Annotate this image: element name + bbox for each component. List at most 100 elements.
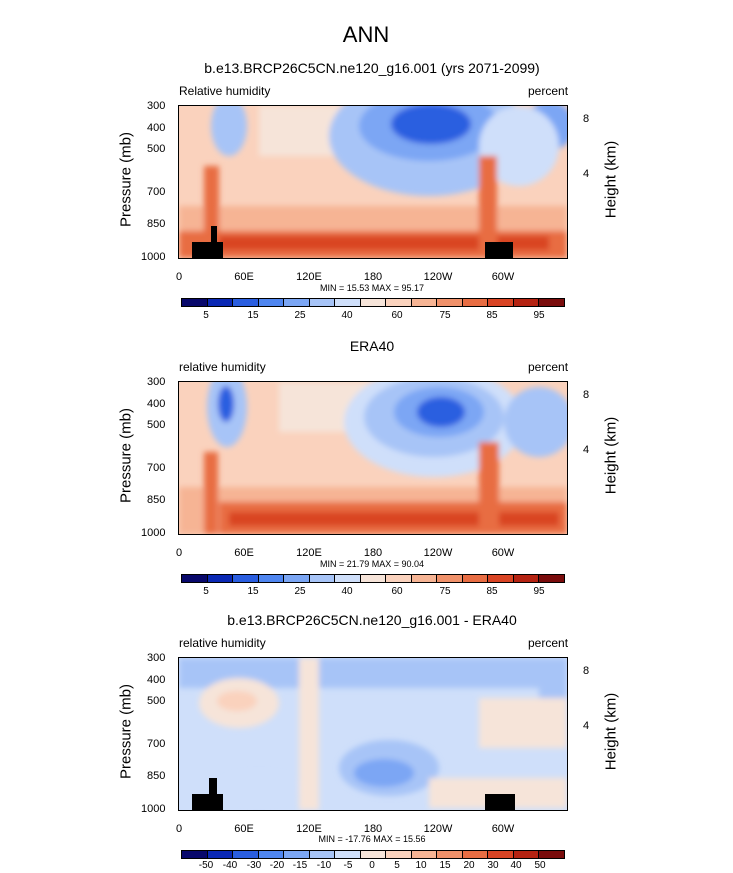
colorbar-swatch: [258, 575, 285, 582]
panel-title: b.e13.BRCP26C5CN.ne120_g16.001 (yrs 2071…: [204, 60, 540, 76]
contour-band: [219, 773, 299, 803]
x-tick-label: 60W: [491, 547, 515, 559]
y-tick-label: 850: [147, 770, 166, 782]
colorbar-swatch: [360, 575, 387, 582]
y-tick-label: 500: [147, 143, 166, 155]
y2-tick-label: 8: [583, 665, 590, 677]
colorbar-label: -15: [292, 860, 308, 871]
y-tick-label: 850: [147, 494, 166, 506]
colorbar-swatch: [309, 299, 336, 306]
x-tick-label: 180: [363, 823, 383, 835]
min-max-stats: MIN = 21.79 MAX = 90.04: [319, 559, 425, 569]
left-label: Relative humidity: [179, 84, 271, 98]
y2-axis-title: Height (km): [602, 692, 620, 771]
colorbar-label: 40: [510, 860, 522, 871]
y-tick-label: 400: [147, 674, 166, 686]
y2-tick-label: 4: [583, 720, 590, 732]
plot-area: [178, 381, 568, 535]
colorbar: [181, 574, 565, 583]
colorbar-label: 85: [486, 586, 498, 597]
y2-tick-label: 8: [583, 389, 590, 401]
y-axis-title: Pressure (mb): [117, 131, 135, 228]
right-label: percent: [528, 360, 569, 374]
x-tick-label: 120E: [296, 271, 322, 283]
colorbar-swatch: [335, 299, 361, 306]
colorbar-label: 0: [369, 860, 375, 871]
y-tick-label: 500: [147, 419, 166, 431]
contour-band: [479, 106, 559, 186]
contour-field: [179, 658, 567, 810]
y-tick-label: 1000: [141, 251, 166, 263]
colorbar-swatch: [233, 299, 259, 306]
colorbar-label: 5: [203, 586, 209, 597]
contour-band: [229, 512, 559, 526]
x-tick-label: 60W: [491, 823, 515, 835]
y2-axis-title: Height (km): [602, 140, 620, 219]
colorbar-swatch: [207, 851, 234, 858]
colorbar-label: -20: [269, 860, 285, 871]
x-tick-label: 0: [175, 271, 183, 283]
colorbar-label: 15: [247, 310, 259, 321]
colorbar-swatch: [411, 851, 438, 858]
colorbar-swatch: [360, 299, 387, 306]
y-tick-label: 300: [147, 652, 166, 664]
colorbar-label: 30: [487, 860, 499, 871]
left-label: relative humidity: [179, 360, 266, 374]
x-tick-label: 60W: [491, 271, 515, 283]
colorbar-swatch: [258, 299, 285, 306]
topography-mask: [192, 242, 223, 258]
colorbar-label: 85: [486, 310, 498, 321]
colorbar: [181, 298, 565, 307]
colorbar-swatch: [462, 575, 489, 582]
contour-band: [211, 106, 247, 156]
contour-band: [479, 442, 499, 532]
x-tick-label: 120W: [423, 547, 453, 559]
x-tick-label: 120E: [296, 547, 322, 559]
contour-band: [479, 156, 497, 256]
colorbar-label: 15: [247, 586, 259, 597]
colorbar-swatch: [437, 299, 463, 306]
colorbar-swatch: [233, 575, 259, 582]
x-tick-label: 120W: [423, 271, 453, 283]
colorbar-label: 95: [533, 586, 545, 597]
y-axis-title: Pressure (mb): [117, 683, 135, 780]
colorbar-swatch: [411, 575, 438, 582]
colorbar-swatch: [309, 851, 336, 858]
colorbar-swatch: [360, 851, 387, 858]
colorbar-label: 75: [439, 310, 451, 321]
min-max-stats: MIN = 15.53 MAX = 95.17: [319, 283, 425, 293]
figure-title: ANN: [342, 22, 390, 47]
contour-field: [179, 382, 567, 534]
colorbar-swatch: [513, 851, 540, 858]
colorbar-label: 50: [534, 860, 546, 871]
y-tick-label: 1000: [141, 803, 166, 815]
colorbar-swatch: [539, 575, 564, 582]
colorbar-swatch: [488, 575, 514, 582]
contour-band: [204, 452, 218, 534]
y2-axis-title: Height (km): [602, 416, 620, 495]
x-tick-label: 180: [363, 547, 383, 559]
y2-tick-label: 4: [583, 168, 590, 180]
contour-band: [354, 759, 414, 787]
y2-tick-label: 4: [583, 444, 590, 456]
colorbar-swatch: [488, 851, 514, 858]
colorbar-swatch: [437, 575, 463, 582]
colorbar-label: 25: [294, 310, 306, 321]
colorbar-swatch: [386, 299, 412, 306]
colorbar-label: 15: [439, 860, 451, 871]
colorbar-label: 95: [533, 310, 545, 321]
colorbar-label: 10: [415, 860, 427, 871]
colorbar-label: -40: [222, 860, 238, 871]
min-max-stats: MIN = -17.76 MAX = 15.56: [318, 834, 426, 844]
contour-band: [219, 236, 549, 250]
colorbar-swatch: [462, 299, 489, 306]
colorbar-swatch: [182, 575, 208, 582]
colorbar-label: 5: [203, 310, 209, 321]
y-tick-label: 400: [147, 122, 166, 134]
y-tick-label: 850: [147, 218, 166, 230]
x-tick-label: 60E: [234, 823, 254, 835]
colorbar-label: 5: [394, 860, 400, 871]
plot-area: [178, 105, 568, 259]
contour-band: [479, 698, 567, 748]
